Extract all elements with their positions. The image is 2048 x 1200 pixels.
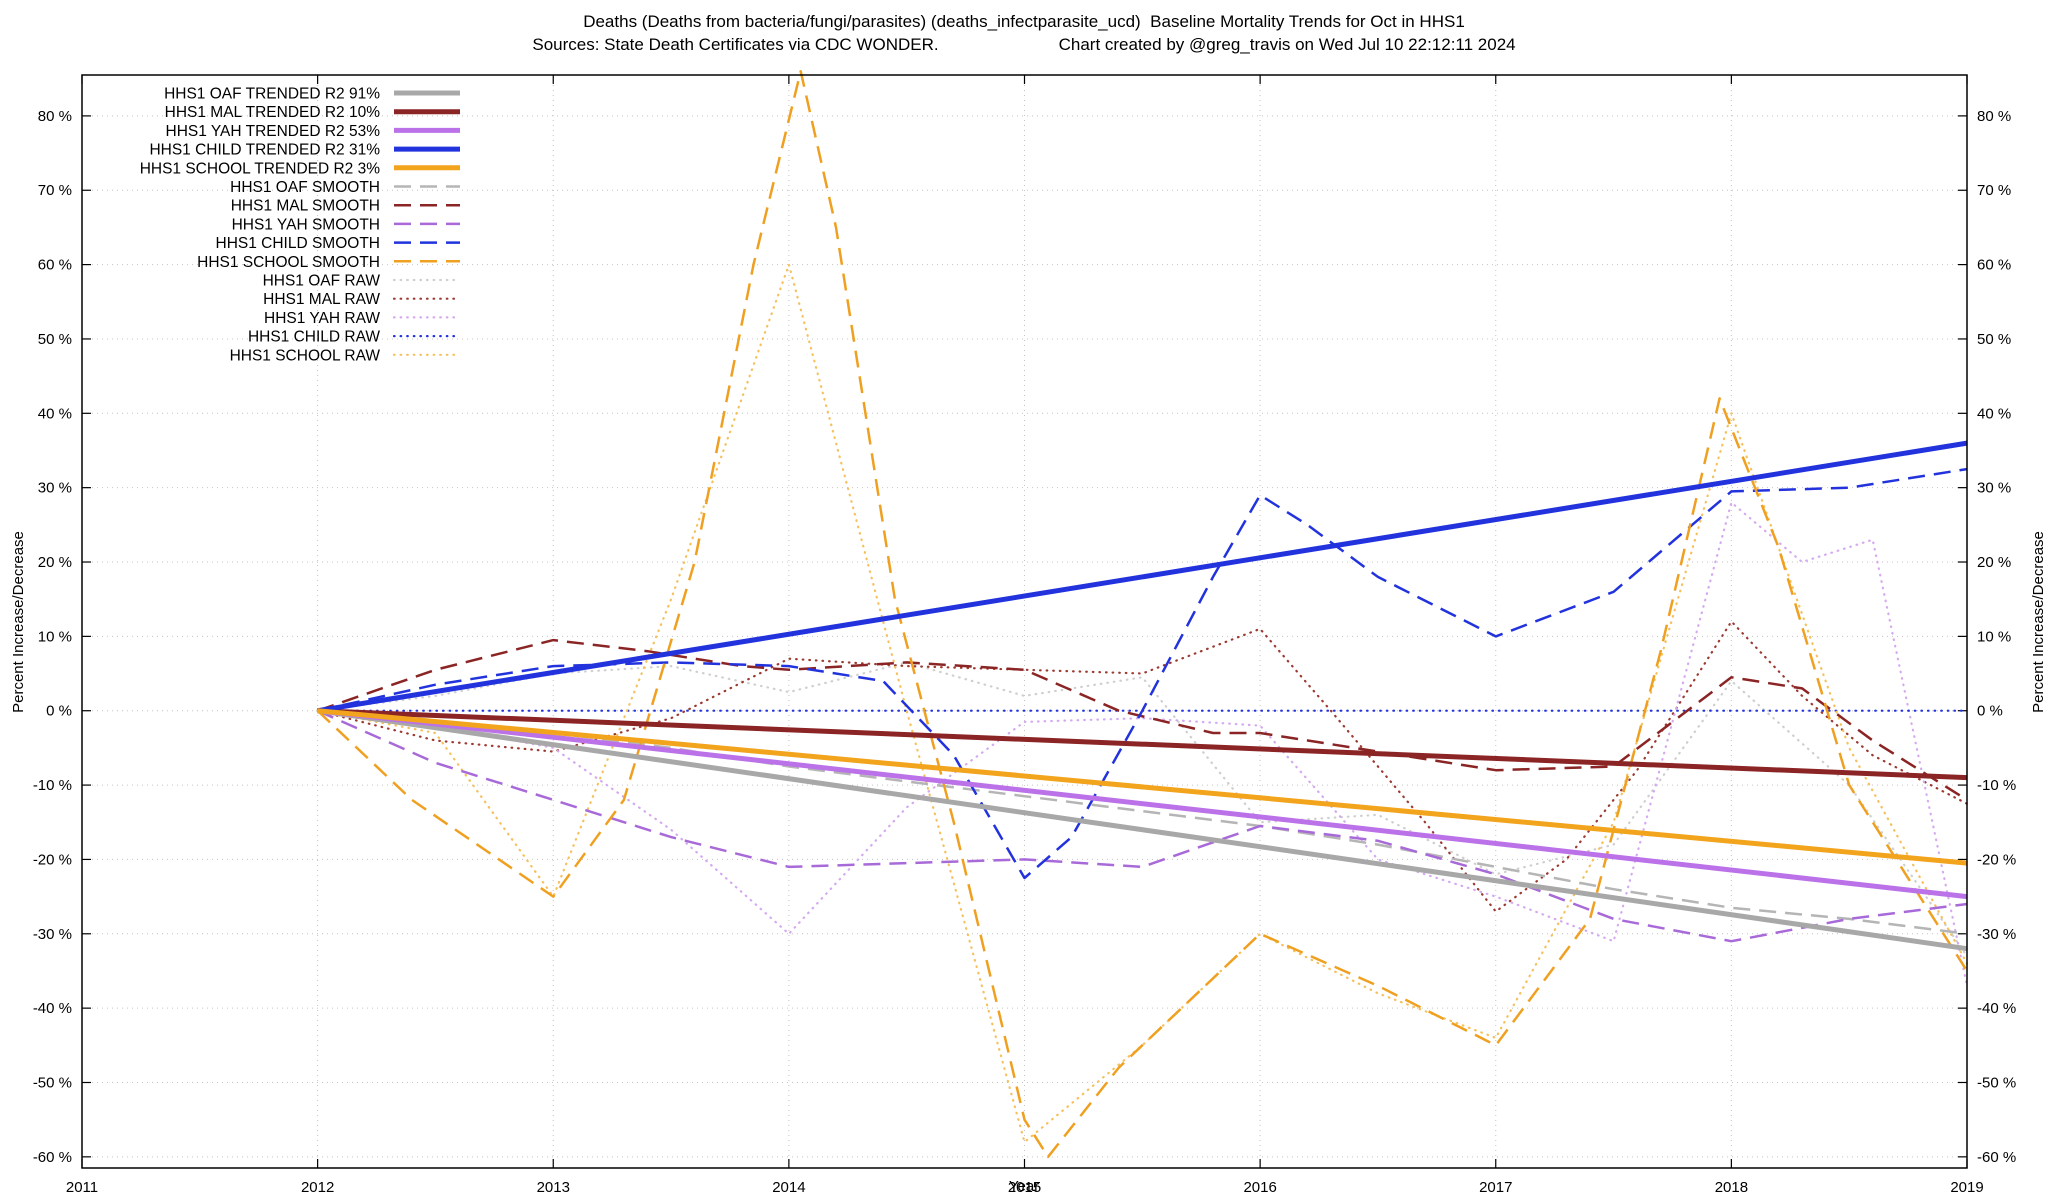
series-line-hhs1-school-smooth [316,70,1969,1159]
legend-label-hhs1-mal-smooth: HHS1 MAL SMOOTH [231,198,380,215]
chart-subtitle: Sources: State Death Certificates via CD… [0,35,2048,55]
x-axis-label: Year [1008,1178,1040,1195]
series-line-hhs1-school-raw [316,263,1969,1144]
x-tick-label-2014: 2014 [772,1179,805,1196]
y-tick-label-right--50: -50 % [1977,1074,2016,1091]
y-tick-label-left-50: 50 % [38,331,72,348]
x-tick-label-2018: 2018 [1715,1179,1748,1196]
y-tick-label-right-0: 0 % [1977,703,2003,720]
y-tick-label-left-20: 20 % [38,554,72,571]
series-line-hhs1-mal-trended [317,708,1968,781]
x-tick-label-2015: 2015 [1008,1179,1041,1196]
y-tick-label-left-0: 0 % [46,703,72,720]
legend-label-hhs1-child-smooth: HHS1 CHILD SMOOTH [216,235,381,252]
x-tick-label-2013: 2013 [537,1179,570,1196]
chart-source-text: Sources: State Death Certificates via CD… [532,35,939,54]
series-line-hhs1-child-trended [317,440,1968,714]
y-tick-label-left-80: 80 % [38,108,72,125]
y-tick-label-right--10: -10 % [1977,777,2016,794]
legend-label-hhs1-mal-trended: HHS1 MAL TRENDED R2 10% [165,104,381,121]
legend-label-hhs1-yah-raw: HHS1 YAH RAW [264,310,380,327]
y-tick-label-right--30: -30 % [1977,926,2016,943]
y-tick-label-left--40: -40 % [33,1000,72,1017]
y-tick-label-right--40: -40 % [1977,1000,2016,1017]
legend-label-hhs1-yah-smooth: HHS1 YAH SMOOTH [232,216,380,233]
legend-label-hhs1-school-trended: HHS1 SCHOOL TRENDED R2 3% [140,160,381,177]
y-tick-label-right-20: 20 % [1977,554,2011,571]
y-tick-label-left--30: -30 % [33,926,72,943]
y-tick-label-right-70: 70 % [1977,182,2011,199]
y-tick-label-right-40: 40 % [1977,405,2011,422]
y-tick-label-left-30: 30 % [38,480,72,497]
x-tick-label-2016: 2016 [1243,1179,1276,1196]
y-tick-label-right-80: 80 % [1977,108,2011,125]
x-tick-label-2011: 2011 [66,1179,98,1196]
chart-credit-text: Chart created by @greg_travis on Wed Jul… [1058,35,1516,54]
legend-label-hhs1-oaf-raw: HHS1 OAF RAW [263,273,381,290]
plot-border [81,74,1968,1169]
y-tick-label-right--60: -60 % [1977,1149,2016,1166]
series-line-hhs1-oaf-raw [316,661,1969,958]
legend-label-hhs1-child-raw: HHS1 CHILD RAW [248,329,380,346]
legend-label-hhs1-oaf-smooth: HHS1 OAF SMOOTH [230,179,380,196]
y-tick-label-left--20: -20 % [33,851,72,868]
series-line-hhs1-yah-trended [317,708,1968,900]
chart-title: Deaths (Deaths from bacteria/fungi/paras… [583,12,1465,31]
y-tick-label-left-40: 40 % [38,405,72,422]
y-tick-label-right-30: 30 % [1977,480,2011,497]
legend-label-hhs1-school-raw: HHS1 SCHOOL RAW [230,347,381,364]
y-tick-label-right-60: 60 % [1977,257,2011,274]
y-tick-label-right-10: 10 % [1977,628,2011,645]
legend-label-hhs1-yah-trended: HHS1 YAH TRENDED R2 53% [166,123,381,140]
series-line-hhs1-child-smooth [317,467,1968,880]
series-line-hhs1-oaf-trended [317,708,1968,952]
y-tick-label-left-70: 70 % [38,182,72,199]
y-tick-label-left-10: 10 % [38,628,72,645]
x-tick-label-2019: 2019 [1950,1179,1983,1196]
x-tick-label-2017: 2017 [1479,1179,1512,1196]
y-tick-label-right--20: -20 % [1977,851,2016,868]
y-tick-label-left-60: 60 % [38,257,72,274]
legend-label-hhs1-school-smooth: HHS1 SCHOOL SMOOTH [197,254,380,271]
y-tick-label-left--10: -10 % [33,777,72,794]
series-line-hhs1-mal-smooth [317,638,1968,801]
series-line-hhs1-mal-raw [316,620,1969,913]
y-tick-label-left--50: -50 % [33,1074,72,1091]
series-line-hhs1-school-trended [317,708,1968,866]
x-tick-label-2012: 2012 [301,1179,334,1196]
legend-label-hhs1-mal-raw: HHS1 MAL RAW [263,291,380,308]
y-tick-label-left--60: -60 % [33,1149,72,1166]
series-line-hhs1-yah-raw [316,501,1969,987]
y-tick-label-right-50: 50 % [1977,331,2011,348]
legend-label-hhs1-child-trended: HHS1 CHILD TRENDED R2 31% [149,142,380,159]
legend-label-hhs1-oaf-trended: HHS1 OAF TRENDED R2 91% [164,86,380,103]
series-line-hhs1-yah-smooth [317,709,1968,943]
